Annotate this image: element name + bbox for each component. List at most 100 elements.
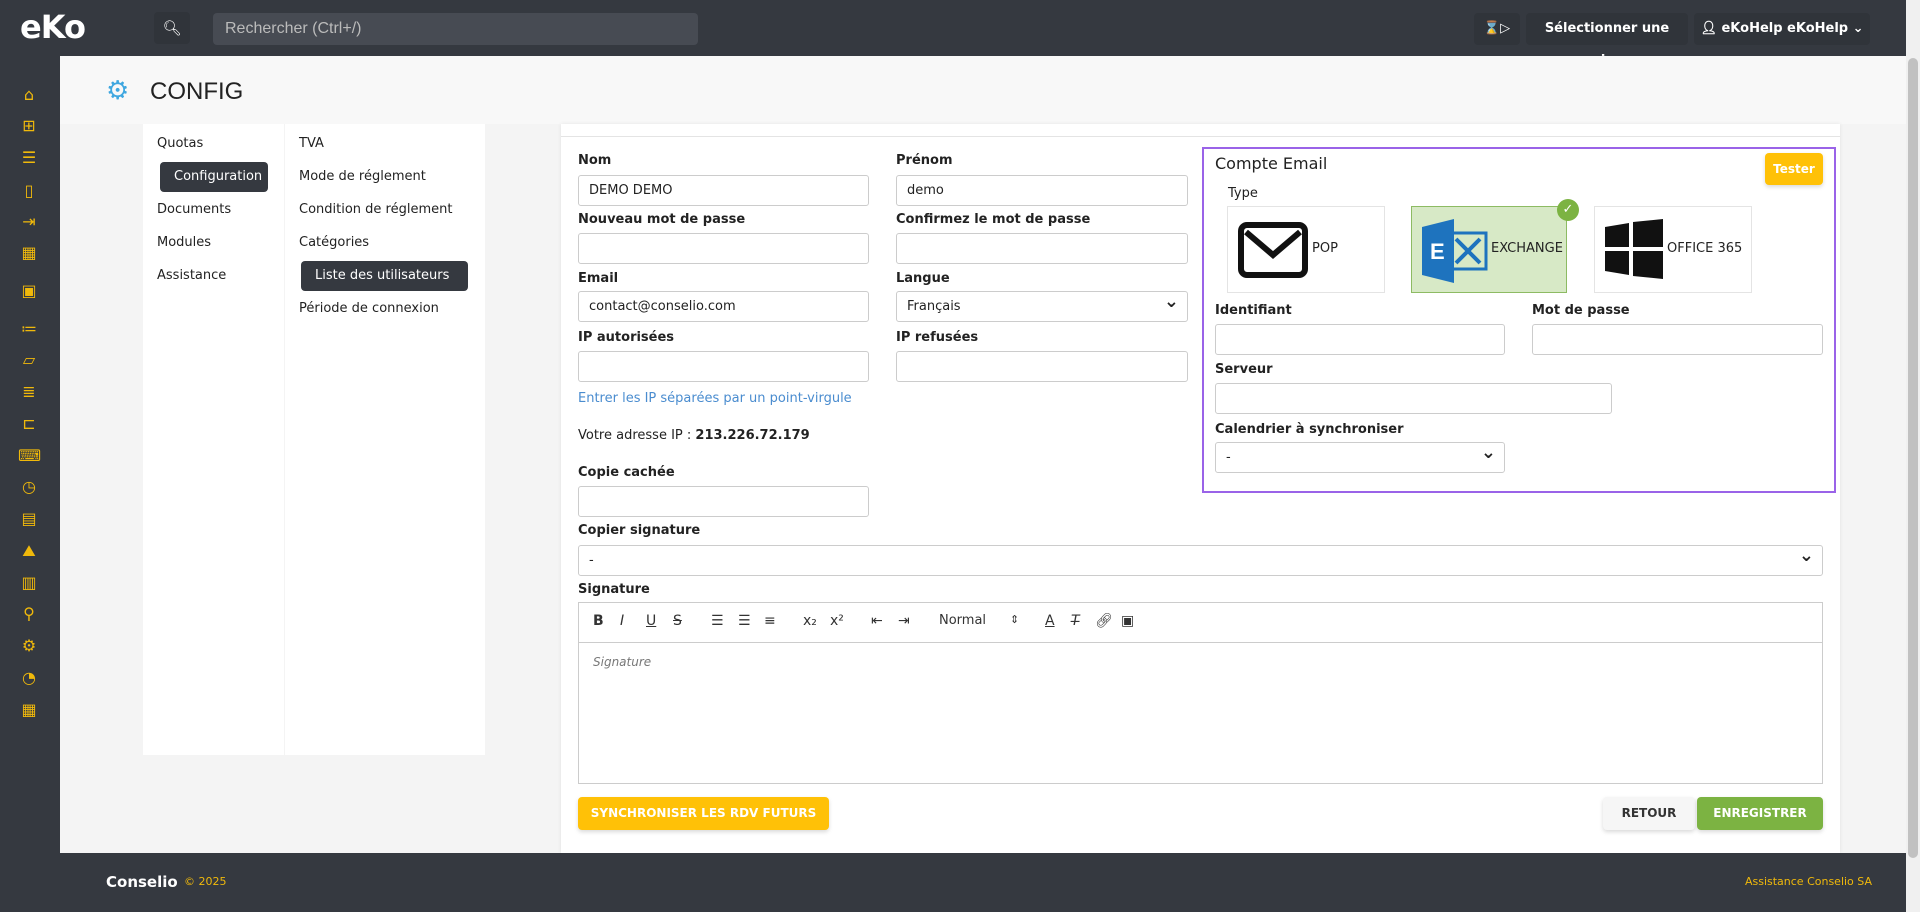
superscript-icon[interactable]: x² (830, 613, 844, 629)
footer: Conselio © 2025 Assistance Conselio SA (60, 853, 1906, 912)
clear-format-icon[interactable]: T̶ (1071, 613, 1080, 629)
cash-register-icon[interactable]: ⌨ (18, 446, 42, 465)
calendar-value: - (1226, 450, 1231, 465)
image-icon[interactable]: ▣ (1121, 613, 1135, 629)
signature-textarea[interactable]: Signature (593, 655, 652, 669)
ip-allowed-input[interactable] (578, 351, 869, 382)
langue-value: Français (907, 299, 961, 314)
indent-icon[interactable]: ⇥ (898, 613, 910, 629)
subnav-categories[interactable]: Catégories (299, 235, 370, 250)
ip-refused-label: IP refusées (896, 330, 979, 345)
top-bar: eKo 🔍︎ ⌛▷ Sélectionner une caisse 👤︎ eKo… (0, 0, 1906, 68)
editor-toolbar: B I U S ☰ ☰ ≡ x₂ x² ⇤ ⇥ Normal ⇕ A T̶ 🔗︎… (579, 603, 1822, 643)
ip-refused-input[interactable] (896, 351, 1188, 382)
signature-editor: B I U S ☰ ☰ ≡ x₂ x² ⇤ ⇥ Normal ⇕ A T̶ 🔗︎… (578, 602, 1823, 784)
email-input[interactable]: contact@conselio.com (578, 291, 869, 322)
copy-signature-select[interactable]: - (578, 541, 1823, 576)
subnav-tva[interactable]: TVA (299, 136, 324, 151)
map-icon[interactable]: ⛰ (22, 541, 36, 560)
signature-label: Signature (578, 582, 650, 597)
test-button[interactable]: Tester (1765, 153, 1823, 185)
search-icon[interactable]: 🔍︎ (154, 12, 190, 44)
password-confirm-input[interactable] (896, 233, 1188, 264)
bar-chart-icon[interactable]: ▥ (21, 573, 37, 592)
underline-icon[interactable]: U (646, 613, 657, 629)
type-exchange[interactable]: E EXCHANGE ✓ (1411, 199, 1579, 293)
identifiant-input[interactable] (1215, 324, 1505, 355)
align-icon[interactable]: ≡ (764, 613, 776, 629)
link-icon[interactable]: 🔗︎ (1095, 613, 1113, 629)
calendar-select[interactable]: - (1215, 438, 1505, 473)
timer-icon[interactable]: ⌛▷ (1474, 13, 1520, 45)
user-menu[interactable]: 👤︎ eKoHelp eKoHelp ⌄ (1694, 13, 1870, 45)
folder-open-icon[interactable]: ▱ (22, 350, 36, 369)
format-chevron-icon[interactable]: ⇕ (1010, 613, 1020, 626)
plus-square-icon[interactable]: ⊞ (22, 116, 36, 135)
sidebar: ⌂ ⊞ ☰ ▯ ⇥ ▦ ▣ ≔ ▱ ≣ ⊏ ⌨ ◷ ▤ ⛰ ▥ ⚲ ⚙ ◔ ▦ (0, 56, 60, 912)
ordered-list-icon[interactable]: ☰ (711, 613, 724, 629)
bcc-label: Copie cachée (578, 465, 675, 480)
mail-password-input[interactable] (1532, 324, 1823, 355)
nav-modules[interactable]: Modules (157, 235, 212, 250)
type-exchange-label: EXCHANGE (1491, 241, 1563, 256)
envelope-icon (1238, 222, 1308, 278)
contact-icon[interactable]: ▤ (21, 509, 37, 528)
outdent-icon[interactable]: ⇤ (871, 613, 883, 629)
pie-chart-icon[interactable]: ◔ (22, 668, 36, 687)
format-select[interactable]: Normal (939, 613, 987, 628)
langue-label: Langue (896, 271, 950, 286)
receipt-icon[interactable]: ☰ (21, 148, 37, 167)
page-header (60, 56, 1906, 124)
search-icon[interactable]: ⚲ (23, 604, 35, 623)
footer-support-link[interactable]: Assistance Conselio SA (1744, 875, 1872, 888)
server-input[interactable] (1215, 383, 1612, 414)
exchange-icon: E (1422, 219, 1488, 283)
nom-label: Nom (578, 153, 612, 168)
ip-allowed-label: IP autorisées (578, 330, 675, 345)
calendar-edit-icon[interactable]: ▣ (21, 281, 37, 300)
gears-icon[interactable]: ⚙ (21, 636, 37, 655)
subnav-payment-mode[interactable]: Mode de réglement (299, 169, 426, 184)
stopwatch-icon[interactable]: ◷ (22, 477, 36, 496)
subscript-icon[interactable]: x₂ (803, 613, 817, 629)
subnav-login-period[interactable]: Période de connexion (299, 301, 439, 316)
italic-icon[interactable]: I (620, 613, 625, 629)
subnav-payment-condition[interactable]: Condition de réglement (299, 202, 453, 217)
text-color-icon[interactable]: A (1045, 613, 1055, 629)
calendar-icon[interactable]: ▦ (21, 243, 37, 262)
prenom-input[interactable]: demo (896, 175, 1188, 206)
subnav-users[interactable]: Liste des utilisateurs (301, 261, 468, 291)
chevron-down-icon: ⌄ (1848, 21, 1864, 36)
save-button[interactable]: ENREGISTRER (1697, 797, 1823, 830)
nav-configuration[interactable]: Configuration (160, 162, 268, 192)
nav-quotas[interactable]: Quotas (157, 136, 204, 151)
scanner-icon[interactable]: ≣ (22, 382, 36, 401)
bold-icon[interactable]: B (593, 613, 604, 629)
back-button[interactable]: RETOUR (1603, 797, 1695, 830)
scrollbar-thumb[interactable] (1908, 58, 1918, 858)
type-pop[interactable]: POP (1227, 206, 1385, 293)
select-register-button[interactable]: Sélectionner une caisse (1526, 13, 1688, 68)
sitemap-icon[interactable]: ⊏ (22, 414, 36, 433)
bullet-list-icon[interactable]: ☰ (738, 613, 751, 629)
nom-input[interactable]: DEMO DEMO (578, 175, 869, 206)
logo[interactable]: eKo (20, 8, 86, 46)
strike-icon[interactable]: S (673, 613, 682, 629)
langue-select[interactable]: Français (896, 287, 1188, 322)
file-export-icon[interactable]: ⇥ (22, 212, 36, 231)
home-icon[interactable]: ⌂ (23, 85, 35, 104)
password-input[interactable] (578, 233, 869, 264)
bcc-input[interactable] (578, 486, 869, 517)
copy-signature-value: - (589, 553, 594, 568)
email-account-title: Compte Email (1215, 154, 1328, 173)
type-office365[interactable]: OFFICE 365 (1594, 206, 1752, 293)
nav-documents[interactable]: Documents (157, 202, 232, 217)
file-icon[interactable]: ▯ (24, 181, 34, 200)
windows-icon (1605, 219, 1663, 279)
mail-password-label: Mot de passe (1532, 303, 1630, 318)
calculator-icon[interactable]: ▦ (21, 700, 37, 719)
nav-assistance[interactable]: Assistance (157, 268, 227, 283)
sync-button[interactable]: SYNCHRONISER LES RDV FUTURS (578, 797, 829, 830)
search-input[interactable] (213, 13, 698, 45)
checklist-icon[interactable]: ≔ (21, 319, 37, 338)
